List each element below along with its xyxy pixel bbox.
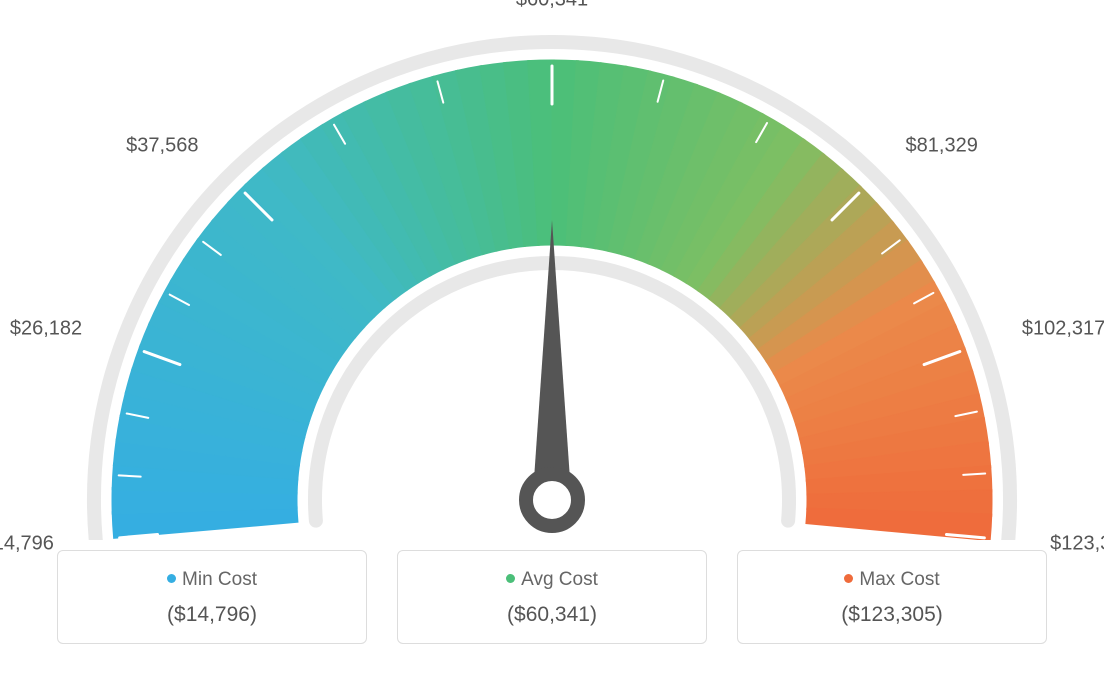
legend-title-text: Min Cost: [182, 569, 257, 590]
legend-dot-avg: [506, 574, 515, 583]
legend-title-max: Max Cost: [748, 569, 1036, 591]
gauge-scale-label: $81,329: [906, 135, 978, 158]
legend-title-avg: Avg Cost: [408, 569, 696, 591]
legend-value-max: ($123,305): [748, 603, 1036, 627]
legend-card-min: Min Cost ($14,796): [57, 550, 367, 644]
gauge-scale-label: $14,796: [0, 532, 54, 555]
gauge-chart: $14,796$26,182$37,568$60,341$81,329$102,…: [0, 0, 1104, 540]
legend-card-max: Max Cost ($123,305): [737, 550, 1047, 644]
gauge-scale-label: $60,341: [516, 0, 588, 12]
gauge-svg: [0, 0, 1104, 540]
legend-title-text: Avg Cost: [521, 569, 598, 590]
legend-dot-max: [844, 574, 853, 583]
legend-title-text: Max Cost: [859, 569, 939, 590]
gauge-scale-label: $102,317: [1022, 317, 1104, 340]
gauge-scale-label: $26,182: [10, 317, 82, 340]
legend-value-min: ($14,796): [68, 603, 356, 627]
legend-value-avg: ($60,341): [408, 603, 696, 627]
legend-title-min: Min Cost: [68, 569, 356, 591]
gauge-scale-label: $37,568: [126, 135, 198, 158]
legend-row: Min Cost ($14,796) Avg Cost ($60,341) Ma…: [0, 550, 1104, 644]
gauge-scale-label: $123,305: [1050, 532, 1104, 555]
legend-dot-min: [167, 574, 176, 583]
legend-card-avg: Avg Cost ($60,341): [397, 550, 707, 644]
